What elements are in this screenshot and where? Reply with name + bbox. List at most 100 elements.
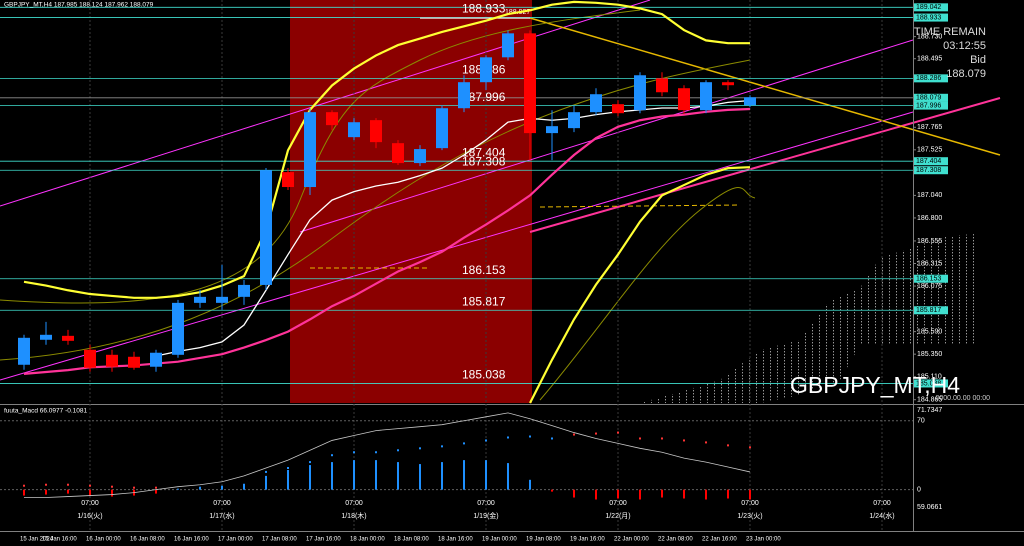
candle-body [216, 296, 228, 303]
price-box [914, 157, 948, 166]
footer-time: 0000.00.00 00:00 [936, 395, 991, 402]
macd-dot [375, 451, 377, 454]
macd-dot [353, 451, 355, 454]
signal-line [24, 412, 751, 498]
candle-body [106, 354, 118, 367]
candle-body [238, 284, 250, 297]
price-box-label: 188.079 [916, 95, 941, 102]
price-box [914, 13, 948, 22]
macd-dot [331, 454, 333, 457]
candle-body [128, 356, 140, 368]
macd-dot [507, 436, 509, 439]
price-box-label: 187.996 [916, 102, 941, 109]
y-tick-label: 186.800 [917, 215, 942, 222]
day-date-label: 1/23(火) [737, 512, 762, 520]
macd-dot [529, 435, 531, 438]
y-tick-label: 187.040 [917, 192, 942, 199]
day-date-label: 1/22(月) [605, 512, 630, 520]
macd-dot [617, 431, 619, 434]
x-tick-label: 19 Jan 16:00 [570, 537, 605, 543]
candle-body [612, 104, 624, 114]
price-box [914, 306, 948, 315]
time-remain-bid: 188.079 [946, 68, 986, 80]
candle-body [744, 97, 756, 106]
indicator-title: fuuta_Macd 66.0977 -0.1081 [4, 408, 88, 415]
macd-dot [155, 486, 157, 489]
y-tick-label: 188.495 [917, 56, 942, 63]
candle-body [62, 335, 74, 341]
price-box-label: 187.404 [916, 158, 941, 165]
y-tick-label: 185.350 [917, 351, 942, 358]
candle-body [568, 112, 580, 129]
level-label: 186.153 [462, 263, 506, 277]
x-tick-label: 22 Jan 16:00 [702, 537, 737, 543]
macd-dot [485, 439, 487, 442]
y-tick-label: 184.865 [917, 397, 942, 404]
y-tick-label: 0 [917, 486, 921, 493]
macd-dot [89, 484, 91, 487]
band-line [539, 187, 756, 401]
price-box [914, 101, 948, 110]
scale-bottom-label: 59.0661 [917, 504, 942, 511]
x-tick-label: 18 Jan 00:00 [350, 537, 385, 543]
price-box-label: 185.038 [916, 380, 941, 387]
chart-title: GBPJPY_MT,H4 187.985 188.124 187.962 188… [4, 2, 154, 9]
time-remain-bid-label: Bid [970, 54, 986, 66]
macd-dot [573, 433, 575, 436]
candle-body [634, 75, 646, 111]
price-box [914, 74, 948, 83]
candle-body [370, 120, 382, 143]
macd-dot [23, 484, 25, 487]
macd-dot [419, 447, 421, 450]
x-tick-label: 17 Jan 08:00 [262, 537, 297, 543]
macd-dot [639, 437, 641, 440]
day-time-label: 07:00 [81, 500, 99, 507]
candle-body [194, 296, 206, 303]
dashed-level [539, 204, 741, 208]
macd-dot [595, 432, 597, 435]
candle-body [502, 33, 514, 58]
y-tick-label: 186.315 [917, 260, 942, 267]
price-box [914, 3, 948, 12]
macd-dot [683, 439, 685, 442]
indicator-line [529, 166, 751, 404]
trend-line [529, 17, 1001, 156]
macd-dot [727, 444, 729, 447]
band-line [0, 59, 751, 361]
y-tick-label: 187.525 [917, 147, 942, 154]
macd-dot [309, 461, 311, 464]
scale-top-label: 71.7347 [917, 407, 942, 414]
indicator-line [23, 0, 750, 299]
candle-body [348, 122, 360, 138]
candle-body [678, 88, 690, 111]
x-tick-label: 18 Jan 16:00 [438, 537, 473, 543]
candle-body [304, 112, 316, 188]
price-box-label: 186.153 [916, 276, 941, 283]
price-box [914, 93, 948, 102]
x-tick-label: 18 Jan 08:00 [394, 537, 429, 543]
candle-body [480, 57, 492, 83]
day-date-label: 1/19(金) [473, 511, 498, 520]
price-box-label: 185.817 [916, 307, 941, 314]
price-box [914, 166, 948, 175]
macd-dot [463, 442, 465, 445]
candle-body [656, 78, 668, 93]
macd-dot [67, 483, 69, 486]
candle-body [458, 82, 470, 109]
day-date-label: 1/16(火) [77, 512, 102, 520]
level-label: 187.308 [462, 154, 506, 168]
candle-body [84, 349, 96, 368]
level-label: 187.996 [462, 90, 506, 104]
macd-dot [397, 449, 399, 452]
y-tick-label: 185.110 [917, 374, 942, 381]
candle-body [722, 82, 734, 86]
day-time-label: 07:00 [477, 500, 495, 507]
price-box-label: 189.042 [916, 4, 941, 11]
day-time-label: 07:00 [873, 500, 891, 507]
x-tick-label: 17 Jan 00:00 [218, 537, 253, 543]
day-time-label: 07:00 [741, 500, 759, 507]
price-box [914, 274, 948, 283]
macd-dot [551, 437, 553, 440]
day-time-label: 07:00 [213, 500, 231, 507]
